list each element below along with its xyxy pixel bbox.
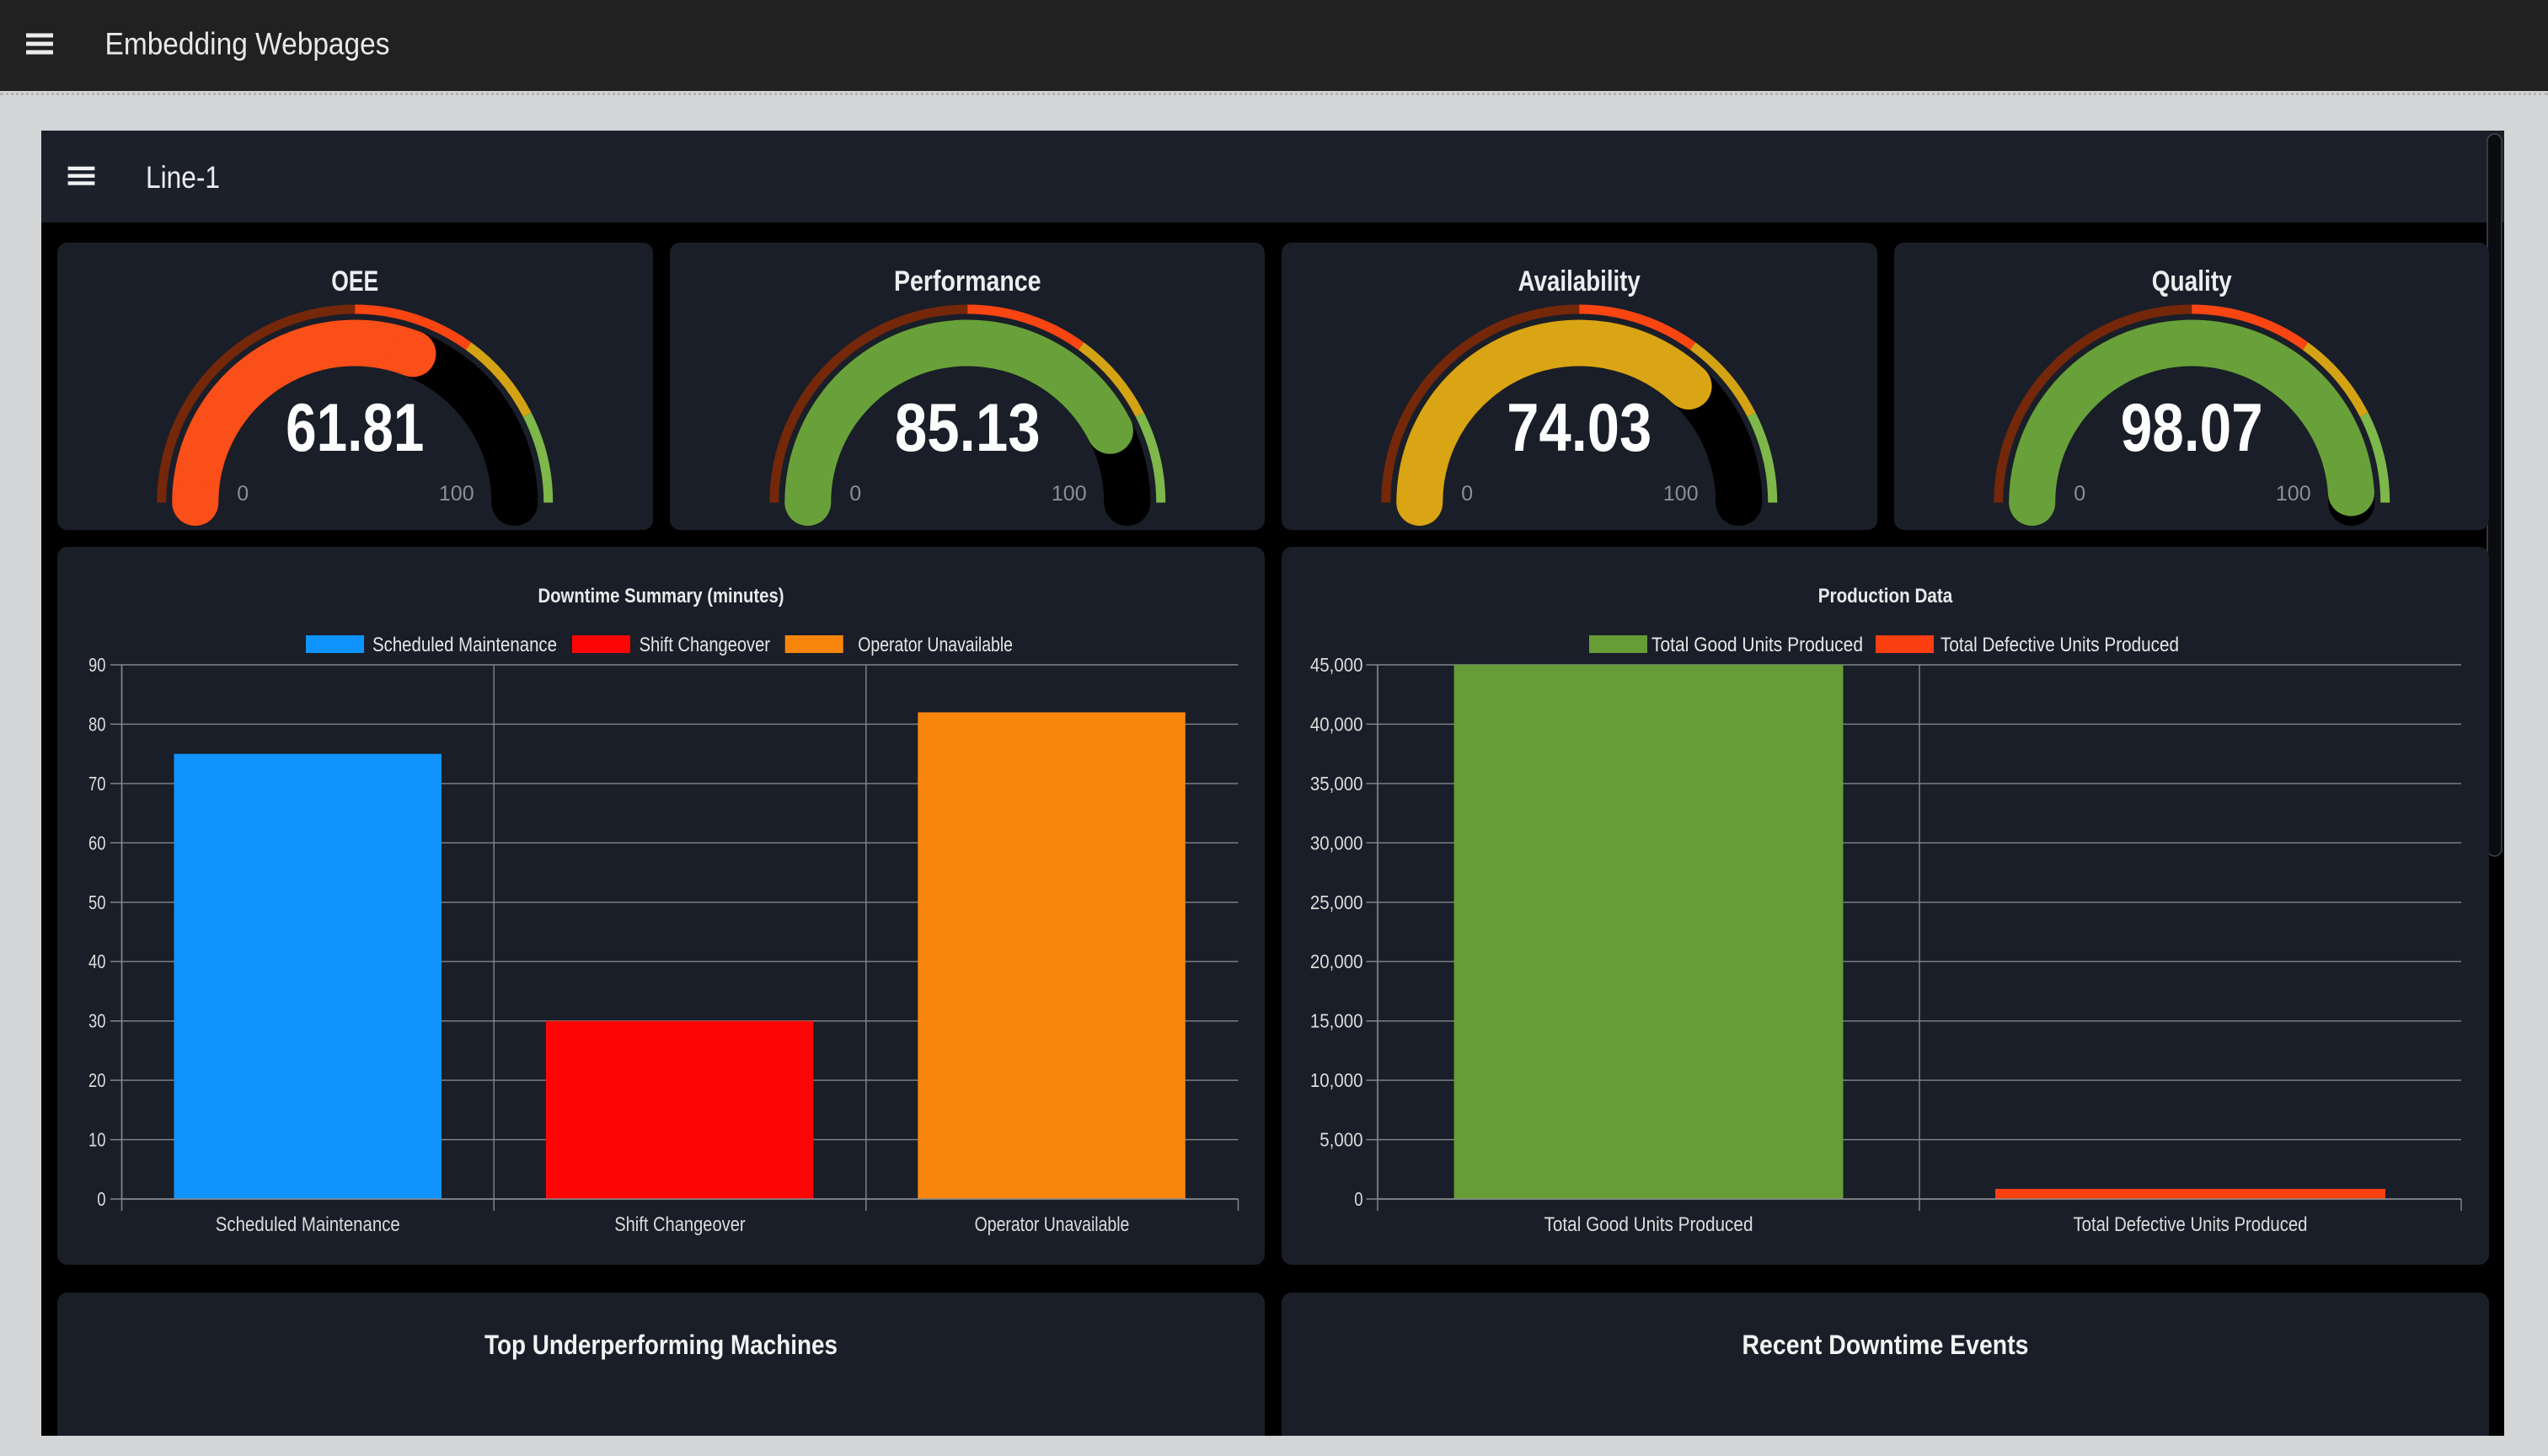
svg-text:45,000: 45,000 — [1310, 654, 1363, 676]
svg-text:15,000: 15,000 — [1310, 1010, 1363, 1032]
svg-text:Operator Unavailable: Operator Unavailable — [858, 634, 1013, 656]
svg-text:50: 50 — [88, 891, 106, 913]
svg-text:Total Good Units Produced: Total Good Units Produced — [1544, 1213, 1753, 1236]
svg-text:20,000: 20,000 — [1310, 950, 1363, 972]
svg-text:Scheduled Maintenance: Scheduled Maintenance — [372, 634, 557, 656]
svg-text:Total Defective Units Produced: Total Defective Units Produced — [1940, 634, 2179, 656]
svg-text:20: 20 — [88, 1069, 106, 1091]
svg-text:10,000: 10,000 — [1310, 1069, 1363, 1091]
svg-text:40: 40 — [88, 950, 106, 972]
svg-text:Shift Changeover: Shift Changeover — [614, 1213, 745, 1236]
svg-text:0: 0 — [2074, 482, 2085, 506]
svg-text:0: 0 — [1354, 1188, 1362, 1210]
svg-text:Recent Downtime Events: Recent Downtime Events — [1742, 1330, 2029, 1360]
svg-text:Top Underperforming Machines: Top Underperforming Machines — [484, 1330, 838, 1360]
svg-text:61.81: 61.81 — [286, 390, 424, 466]
svg-text:0: 0 — [237, 482, 249, 506]
svg-text:0: 0 — [1461, 482, 1473, 506]
svg-text:100: 100 — [1663, 482, 1699, 506]
svg-text:60: 60 — [88, 832, 106, 854]
svg-text:10: 10 — [88, 1129, 106, 1151]
svg-text:Performance: Performance — [894, 265, 1041, 297]
svg-text:0: 0 — [849, 482, 861, 506]
svg-text:Quality: Quality — [2151, 265, 2231, 297]
svg-text:100: 100 — [1051, 482, 1086, 506]
svg-text:25,000: 25,000 — [1310, 891, 1363, 913]
svg-text:80: 80 — [88, 713, 106, 735]
svg-text:Shift Changeover: Shift Changeover — [640, 634, 770, 656]
svg-text:Embedding Webpages: Embedding Webpages — [105, 27, 390, 62]
svg-text:0: 0 — [97, 1188, 105, 1210]
svg-text:98.07: 98.07 — [2120, 390, 2262, 466]
svg-text:Total Good Units Produced: Total Good Units Produced — [1651, 634, 1863, 656]
svg-text:Scheduled Maintenance: Scheduled Maintenance — [216, 1213, 400, 1236]
svg-text:Downtime Summary (minutes): Downtime Summary (minutes) — [538, 585, 784, 608]
svg-text:100: 100 — [2275, 482, 2310, 506]
svg-text:35,000: 35,000 — [1310, 773, 1363, 795]
svg-text:90: 90 — [88, 654, 106, 676]
svg-text:74.03: 74.03 — [1507, 390, 1651, 466]
svg-text:30: 30 — [88, 1010, 106, 1032]
svg-text:Line-1: Line-1 — [146, 160, 220, 195]
svg-text:85.13: 85.13 — [894, 390, 1040, 466]
svg-text:70: 70 — [88, 773, 106, 795]
svg-text:40,000: 40,000 — [1310, 713, 1363, 735]
svg-text:Total Defective Units Produced: Total Defective Units Produced — [2074, 1213, 2308, 1236]
svg-text:100: 100 — [439, 482, 474, 506]
svg-text:OEE: OEE — [331, 265, 378, 297]
svg-text:Production Data: Production Data — [1818, 585, 1953, 608]
svg-text:Operator Unavailable: Operator Unavailable — [975, 1213, 1130, 1236]
svg-text:Availability: Availability — [1518, 265, 1641, 297]
svg-text:5,000: 5,000 — [1320, 1129, 1362, 1151]
svg-text:30,000: 30,000 — [1310, 832, 1363, 854]
